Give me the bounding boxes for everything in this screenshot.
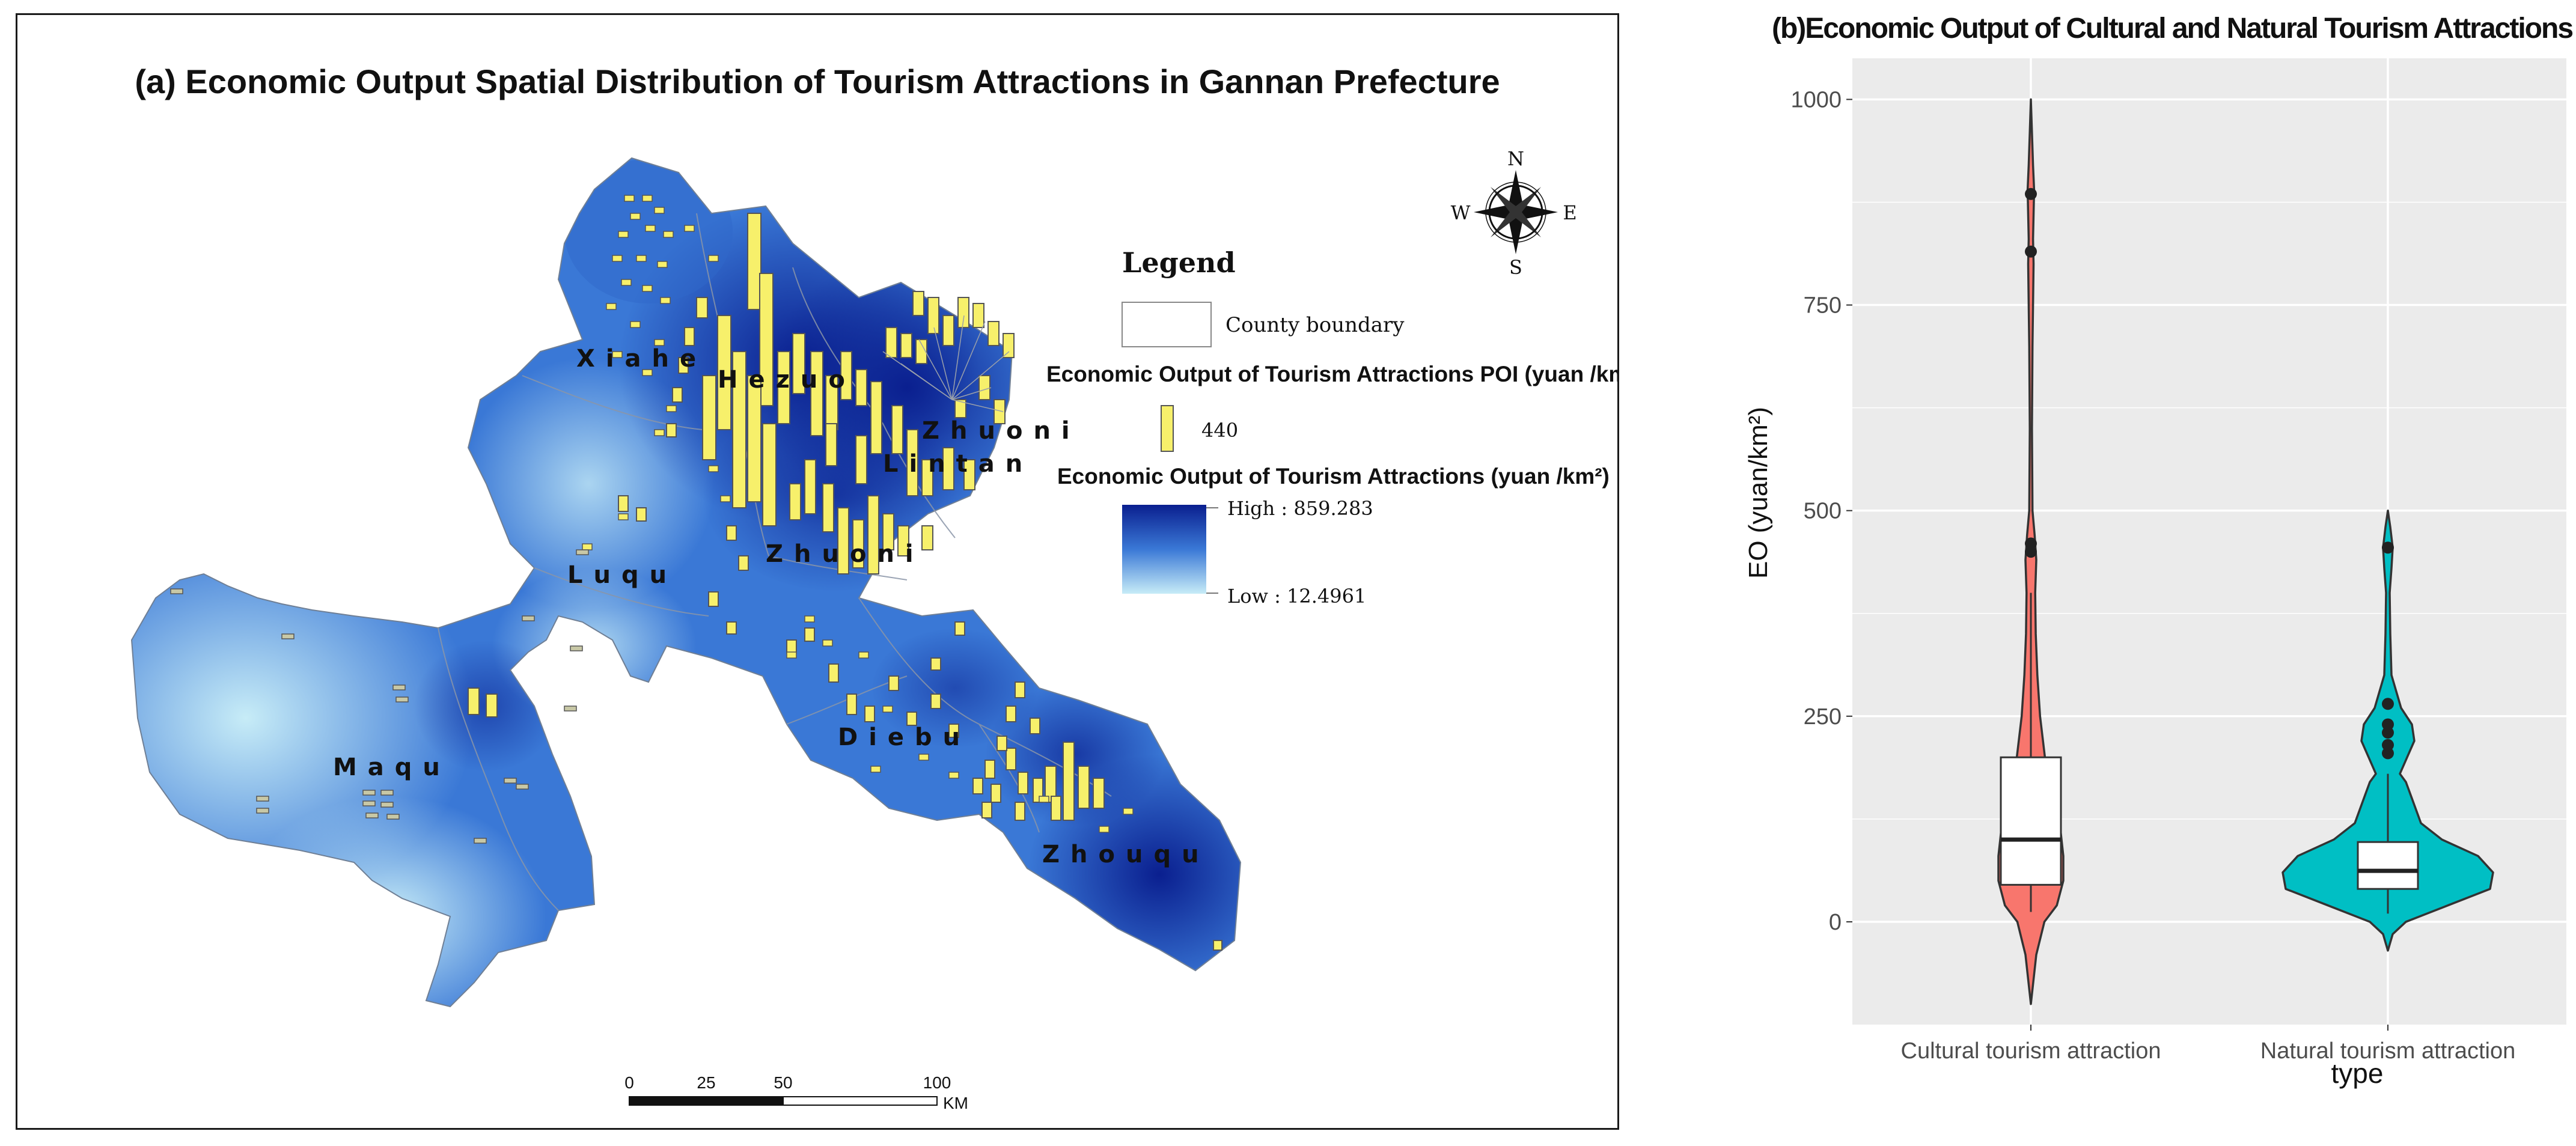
x-axis-title: type [2331, 1058, 2384, 1089]
map-figure: (a) Economic Output Spatial Distribution… [130, 62, 1617, 1112]
poi-bars [468, 213, 1222, 951]
county-label-zhuoni: Zhuoni [766, 540, 924, 568]
y-tick-label: 0 [1829, 910, 1842, 935]
map-legend: Legend County boundary Economic Output o… [1046, 246, 1617, 608]
scale-unit: KM [943, 1094, 968, 1112]
low-poi-markers [170, 549, 589, 844]
county-label-zhuoni-north: Zhuoni [922, 417, 1081, 445]
outlier-point [2382, 747, 2394, 760]
legend-poi-swatch [1161, 405, 1174, 452]
county-label-zhouqu: Zhouqu [1042, 841, 1210, 868]
y-tick-label: 250 [1804, 704, 1842, 730]
outlier-point [2025, 187, 2037, 200]
county-labels: Xiahe Hezuo Zhuoni Lintan Zhuoni Luqu Di… [333, 345, 1210, 868]
leader-lines [882, 315, 1010, 412]
legend-boundary-swatch [1122, 302, 1212, 347]
outlier-point [2382, 541, 2394, 554]
county-label-maqu: Maqu [333, 754, 451, 781]
legend-poi-value: 440 [1201, 419, 1238, 442]
county-label-hezuo: Hezuo [718, 366, 856, 394]
legend-boundary-label: County boundary [1225, 313, 1405, 337]
map-panel: (a) Economic Output Spatial Distribution… [16, 13, 1619, 1130]
legend-high-label: High : 859.283 [1227, 497, 1373, 520]
county-label-diebu: Diebu [838, 724, 971, 751]
legend-gradient-swatch [1122, 505, 1206, 594]
y-tick-label: 1000 [1790, 87, 1842, 112]
county-label-xiahe: Xiahe [576, 345, 707, 373]
outlier-point [2382, 739, 2394, 751]
poi-ticks [582, 195, 1134, 833]
scale-tick-0: 0 [624, 1073, 634, 1092]
county-label-luqu: Luqu [567, 561, 677, 589]
y-axis-title: EO (yuan/km²) [1744, 407, 1773, 579]
y-tick-label: 750 [1804, 293, 1842, 319]
outlier-point [2025, 245, 2037, 258]
box-iqr [2000, 756, 2062, 886]
economic-surface [132, 158, 1241, 1007]
compass-west-label: W [1451, 201, 1471, 224]
compass-south-label: S [1509, 256, 1522, 279]
legend-surface-title: Economic Output of Tourism Attractions (… [1057, 464, 1610, 489]
outlier-point [2025, 537, 2037, 550]
y-tick-label: 500 [1804, 499, 1842, 524]
legend-low-label: Low : 12.4961 [1227, 585, 1366, 608]
scale-tick-100: 100 [923, 1073, 951, 1092]
violin-chart: 0 250 500 750 1000 Cultural tourism attracti… [1744, 58, 2566, 1089]
violins [1997, 98, 2494, 1005]
county-label-lintan: Lintan [883, 450, 1033, 478]
legend-poi-title: Economic Output of Tourism Attractions P… [1046, 362, 1617, 386]
compass-east-label: E [1563, 201, 1576, 224]
map-title: (a) Economic Output Spatial Distribution… [135, 62, 1500, 100]
x-axis: Cultural tourism attraction Natural touri… [1901, 1025, 2516, 1064]
compass-rose-icon: N S E W [1451, 147, 1577, 279]
scale-bar: 0 25 50 100 KM [624, 1073, 968, 1112]
outlier-point [2382, 718, 2394, 731]
outlier-point [2025, 546, 2037, 558]
scale-tick-50: 50 [774, 1073, 792, 1092]
legend-title: Legend [1122, 246, 1236, 279]
county-boundaries [438, 213, 1112, 911]
outlier-point [2382, 727, 2394, 739]
box-iqr [2357, 841, 2419, 890]
scale-tick-25: 25 [697, 1073, 715, 1092]
compass-north-label: N [1507, 147, 1524, 170]
region-boundary [130, 157, 1242, 1008]
x-tick-label: Cultural tourism attraction [1901, 1038, 2161, 1064]
y-axis: 0 250 500 750 1000 [1790, 87, 1852, 935]
x-tick-label: Natural tourism attraction [2260, 1038, 2516, 1064]
violin-title: (b)Economic Output of Cultural and Natur… [1772, 13, 2574, 44]
outlier-point [2382, 698, 2394, 710]
